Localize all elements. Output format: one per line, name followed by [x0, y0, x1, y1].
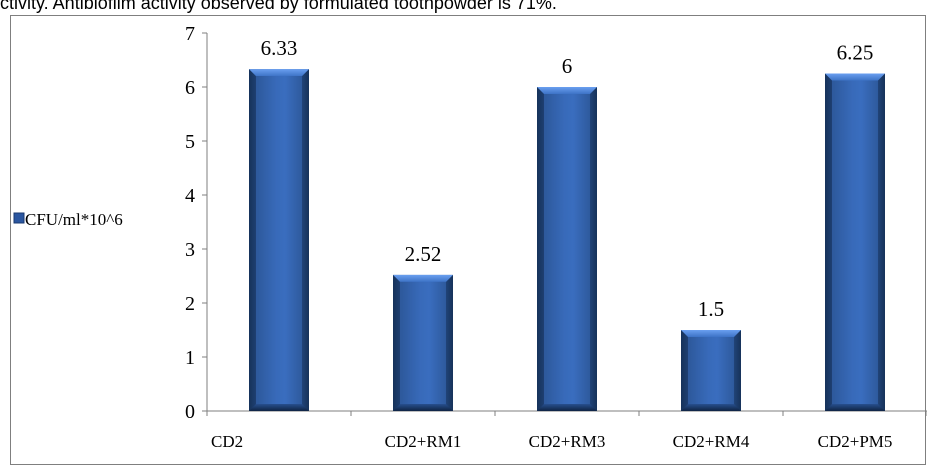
y-tick-label: 1: [185, 347, 195, 369]
legend: CFU/ml*10^6: [13, 210, 123, 229]
data-label: 6.25: [837, 41, 874, 65]
data-label: 2.52: [405, 242, 442, 266]
y-tick-label: 4: [185, 185, 195, 207]
x-category-label: CD2+RM1: [385, 432, 462, 451]
bar-top-bevel: [393, 274, 453, 282]
data-label: 6: [562, 54, 573, 78]
bar-bottom-bevel: [393, 404, 453, 411]
bar-bottom-bevel: [825, 404, 885, 411]
bar: [249, 69, 309, 412]
bar-face: [832, 80, 878, 404]
bar-top-bevel: [249, 69, 309, 77]
bar-chart: 0 1 2 3 4 5 6 7 6.33 2.52 6 1.5 6.25 CD2 CD2+RM1 CD2+…: [13, 23, 927, 451]
cut-off-caption-text: ctivity. Antibiofilm activity observed b…: [0, 0, 557, 13]
y-tick-label: 7: [185, 23, 195, 45]
bar-face: [688, 337, 734, 404]
legend-label: CFU/ml*10^6: [25, 210, 123, 229]
x-axis-categories: CD2 CD2+RM1 CD2+RM3 CD2+RM4 CD2+PM5: [211, 432, 892, 451]
bar-top-bevel: [537, 87, 597, 94]
bar: [825, 73, 885, 411]
bar-bottom-bevel: [537, 404, 597, 411]
y-axis-ticks: 0 1 2 3 4 5 6 7: [185, 23, 927, 423]
y-tick-label: 5: [185, 131, 195, 153]
x-category-label: CD2+PM5: [818, 432, 893, 451]
bar-bottom-bevel: [681, 404, 741, 411]
y-tick-label: 3: [185, 239, 195, 261]
bar: [393, 274, 453, 411]
y-tick-label: 2: [185, 293, 195, 315]
y-tick-label: 6: [185, 77, 195, 99]
bar-face: [400, 281, 446, 404]
x-category-label: CD2+RM4: [673, 432, 750, 451]
bar-top-bevel: [825, 73, 885, 81]
chart-area: 0 1 2 3 4 5 6 7 6.33 2.52 6 1.5 6.25 CD2 CD2+RM1 CD2+…: [10, 15, 927, 465]
bar: [681, 330, 741, 411]
bar-top-bevel: [681, 330, 741, 337]
bar: [537, 87, 597, 411]
data-label: 1.5: [698, 297, 724, 321]
bar-face: [256, 76, 302, 405]
data-labels: 6.33 2.52 6 1.5 6.25: [261, 36, 874, 321]
y-tick-label: 0: [185, 401, 195, 423]
bar-face: [544, 94, 590, 404]
data-label: 6.33: [261, 36, 298, 60]
x-category-label: CD2: [211, 432, 243, 451]
bars: [249, 69, 885, 412]
x-category-label: CD2+RM3: [529, 432, 606, 451]
bar-bottom-bevel: [249, 404, 309, 411]
legend-swatch: [13, 212, 25, 224]
